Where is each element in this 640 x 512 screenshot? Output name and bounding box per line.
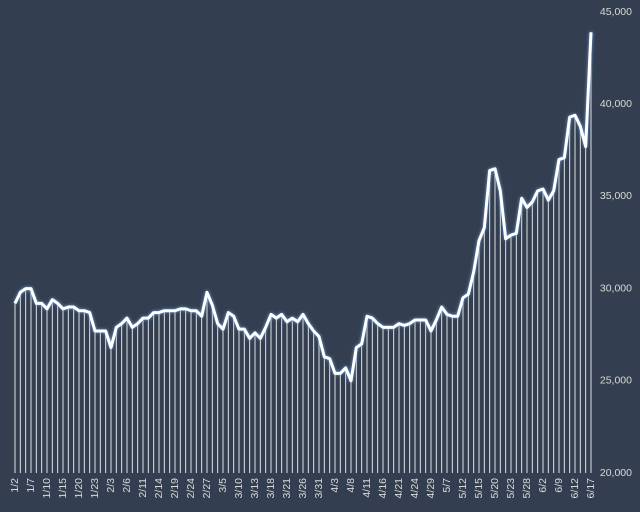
x-tick-label: 4/16 bbox=[377, 478, 389, 499]
x-tick-label: 4/11 bbox=[361, 478, 373, 498]
x-tick-label: 3/18 bbox=[265, 478, 277, 499]
x-tick-label: 3/10 bbox=[233, 478, 245, 499]
x-tick-label: 1/10 bbox=[41, 478, 53, 499]
x-tick-label: 2/6 bbox=[121, 478, 133, 493]
x-tick-label: 2/19 bbox=[169, 478, 181, 499]
x-tick-label: 1/2 bbox=[9, 478, 21, 493]
x-tick-label: 3/5 bbox=[217, 478, 229, 493]
x-tick-label: 5/15 bbox=[473, 478, 485, 499]
x-tick-label: 2/27 bbox=[201, 478, 213, 499]
x-tick-label: 4/24 bbox=[409, 478, 421, 499]
x-tick-label: 2/3 bbox=[105, 478, 117, 493]
x-tick-label: 1/23 bbox=[89, 478, 101, 499]
x-tick-label: 5/23 bbox=[505, 478, 517, 499]
x-tick-label: 2/11 bbox=[137, 478, 149, 498]
y-tick-label: 30,000 bbox=[600, 282, 632, 294]
x-tick-label: 5/7 bbox=[441, 478, 453, 493]
x-tick-label: 2/24 bbox=[185, 478, 197, 499]
x-tick-label: 6/9 bbox=[553, 478, 565, 493]
x-tick-label: 3/13 bbox=[249, 478, 261, 499]
x-tick-label: 1/15 bbox=[57, 478, 69, 499]
x-tick-label: 5/20 bbox=[489, 478, 501, 499]
line bbox=[13, 32, 593, 383]
x-tick-label: 4/29 bbox=[425, 478, 437, 499]
x-tick-label: 6/17 bbox=[585, 478, 597, 499]
y-tick-label: 25,000 bbox=[600, 375, 632, 387]
x-tick-label: 4/8 bbox=[345, 478, 357, 493]
x-tick-label: 3/31 bbox=[313, 478, 325, 499]
y-tick-label: 20,000 bbox=[600, 467, 632, 479]
x-tick-label: 1/7 bbox=[25, 478, 37, 493]
x-tick-label: 6/2 bbox=[537, 478, 549, 493]
x-tick-label: 4/21 bbox=[393, 478, 405, 499]
x-tick-label: 3/21 bbox=[281, 478, 293, 499]
x-tick-label: 5/28 bbox=[521, 478, 533, 499]
x-tick-label: 6/12 bbox=[569, 478, 581, 499]
x-tick-label: 3/26 bbox=[297, 478, 309, 499]
x-tick-label: 5/12 bbox=[457, 478, 469, 499]
x-tick-label: 4/3 bbox=[329, 478, 341, 493]
y-tick-label: 35,000 bbox=[600, 190, 632, 202]
y-tick-label: 40,000 bbox=[600, 98, 632, 110]
x-tick-label: 2/14 bbox=[153, 478, 165, 499]
x-tick-label: 1/20 bbox=[73, 478, 85, 499]
y-tick-label: 45,000 bbox=[600, 6, 632, 18]
